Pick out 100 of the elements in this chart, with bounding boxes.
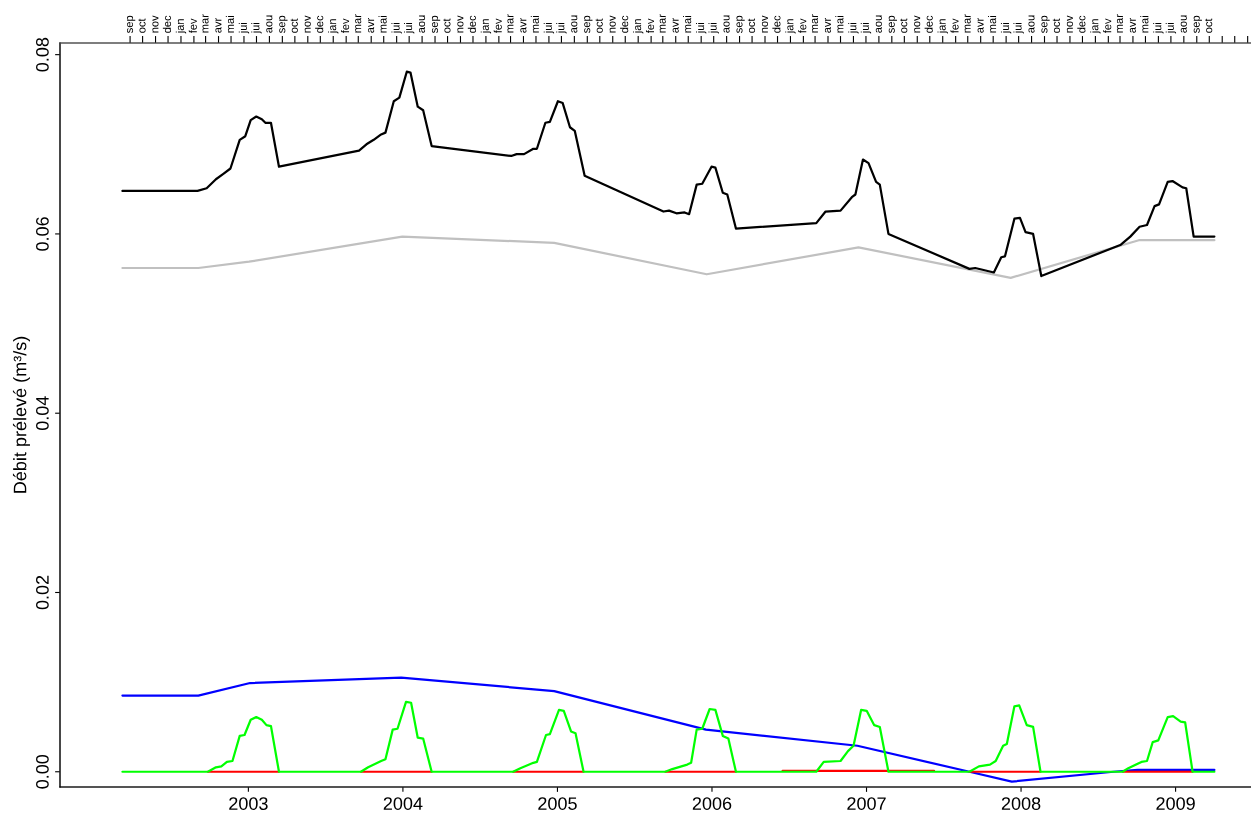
x2-tick-label: oct [443,18,451,33]
x2-tick-label: sep [1193,15,1202,33]
x2-tick-label: dec [1077,15,1086,33]
x2-tick-label: jan [1090,19,1101,34]
x2-tick-label: aou [571,15,578,33]
x2-tick-label: sep [126,15,136,33]
line-series [121,70,1216,278]
x2-tick-label: jui [708,22,719,34]
x2-tick-label: jui [238,22,250,34]
x2-tick-label: mai [988,16,997,33]
x2-tick-label: jui [1000,22,1012,34]
x2-tick-label: jan [328,19,339,34]
line-series [121,700,1216,773]
x2-tick-label: nov [152,15,159,33]
x2-tick-label: avr [977,18,984,33]
x2-tick-label: sep [1041,15,1050,33]
x-tick-label: 2007 [847,797,886,810]
x-tick-label: 2003 [229,797,268,810]
x2-tick-label: nov [761,15,768,33]
x2-tick-label: fev [341,18,350,34]
x2-tick-label: oct [747,18,756,33]
x2-tick-label: sep [584,15,593,33]
x2-tick-label: jui [1165,22,1177,34]
x2-tick-label: avr [215,18,222,33]
line-series [121,235,1216,279]
x2-tick-label: fev [798,18,807,34]
x2-tick-label: sep [888,15,897,33]
x2-tick-label: dec [162,15,172,33]
x2-tick-label: avr [368,18,375,33]
x2-tick-label: jui [848,22,859,34]
x2-tick-label: sep [279,15,288,33]
x2-tick-label: jui [1153,22,1164,34]
x2-tick-label: fev [950,18,959,34]
x-tick-label: 2009 [1156,797,1195,810]
x2-tick-label: sep [431,15,441,33]
x-tick-label: 2006 [692,797,732,810]
x2-tick-label: aou [723,15,730,33]
x2-tick-label: nov [609,15,616,33]
x-tick-label: 2008 [1001,797,1041,810]
x2-tick-label: mar [659,14,666,33]
x2-tick-label: aou [418,15,426,33]
x2-tick-label: mar [355,14,362,33]
x2-tick-label: jan [937,19,948,34]
x2-tick-label: avr [824,18,831,33]
y-tick-label: 0.00 [36,754,49,789]
x2-tick-label: mar [202,14,209,33]
x2-tick-label: jan [785,19,796,34]
x2-tick-label: oct [1052,18,1060,33]
x2-tick-label: aou [1028,15,1035,33]
x2-tick-label: mar [811,14,819,33]
x2-tick-label: jui [556,22,567,34]
x2-tick-label: dec [315,15,324,33]
x2-tick-label: mai [835,16,844,33]
x2-tick-label: jui [696,22,707,34]
x2-tick-label: nov [457,15,464,33]
x2-tick-label: mai [378,16,387,33]
x2-tick-label: mar [507,14,514,33]
line-series [121,676,1216,783]
x2-tick-label: fev [188,18,197,34]
x2-tick-label: avr [520,18,527,33]
x2-tick-label: mar [964,14,971,33]
x2-tick-label: mar [1116,14,1123,33]
x2-tick-label: aou [266,15,273,33]
x2-tick-label: oct [138,18,146,33]
x-tick-label: 2005 [538,797,577,810]
y-tick-label: 0.06 [36,217,49,251]
y-tick-label: 0.02 [36,575,49,610]
x2-tick-label: oct [900,18,908,33]
x2-tick-label: dec [924,15,933,33]
x2-tick-label: jui [251,22,262,34]
x2-tick-label: jan [633,19,644,34]
x2-tick-label: dec [772,15,781,33]
x2-tick-label: jui [391,22,402,34]
y-axis-title: Débit prélevé (m³/s) [12,336,30,493]
x2-tick-label: fev [493,18,502,34]
x2-tick-label: nov [1066,15,1073,33]
x2-tick-label: dec [467,15,476,33]
x2-tick-label: oct [290,18,298,33]
y-tick-label: 0.08 [36,37,49,72]
x2-tick-label: fev [645,18,655,34]
x2-tick-label: jui [543,22,555,34]
x2-tick-label: fev [1103,18,1112,34]
x2-tick-label: jui [403,22,415,34]
x2-tick-label: mai [530,16,539,33]
x2-tick-label: sep [736,15,745,33]
x2-tick-label: avr [672,18,679,33]
x2-tick-label: mai [683,16,692,33]
x2-tick-label: jui [860,22,872,34]
y-tick-label: 0.04 [36,396,49,431]
x2-tick-label: mai [1140,16,1149,33]
x2-tick-label: aou [875,15,882,33]
x2-tick-label: nov [914,15,921,33]
x2-tick-label: oct [595,18,603,33]
x2-tick-label: nov [304,15,311,33]
x2-tick-label: oct [1204,18,1213,33]
x2-tick-label: dec [620,15,629,33]
x-tick-label: 2004 [383,797,423,810]
x2-tick-label: jan [175,19,187,34]
x2-tick-label: jan [480,19,492,34]
x2-tick-label: jui [1013,22,1024,34]
